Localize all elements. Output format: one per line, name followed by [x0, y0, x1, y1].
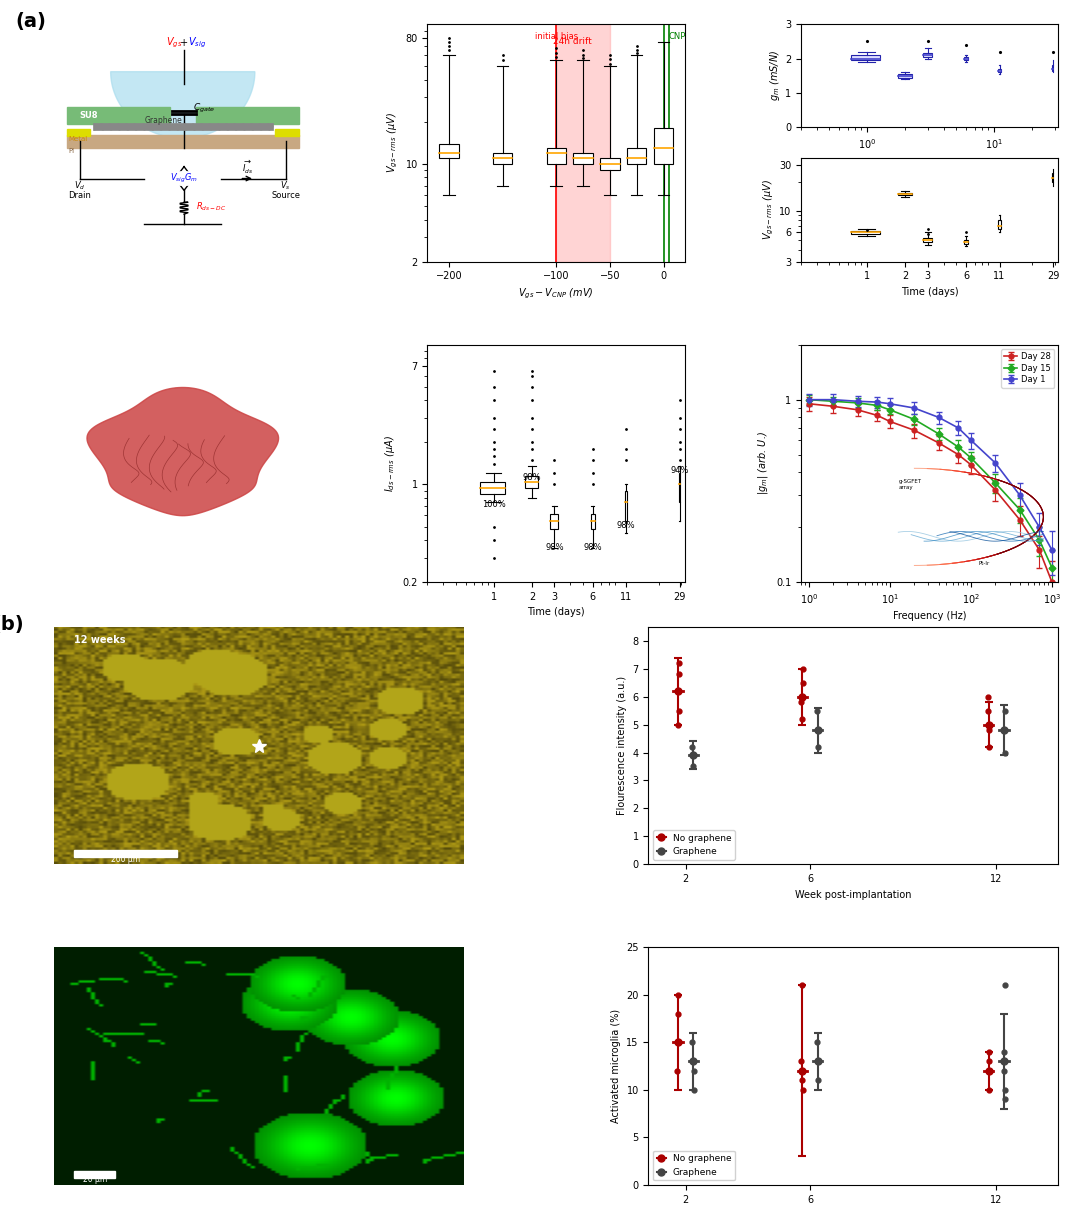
Text: CNP: CNP	[669, 33, 686, 41]
X-axis label: $V_{gs}-V_{CNP}$ (mV): $V_{gs}-V_{CNP}$ (mV)	[518, 287, 594, 301]
Bar	[75, 850, 177, 857]
Bar	[480, 481, 505, 494]
Text: $V_{gs}$: $V_{gs}$	[166, 36, 183, 51]
Text: 24h drift: 24h drift	[553, 37, 592, 46]
Text: initial bias: initial bias	[535, 33, 578, 41]
Bar	[492, 152, 512, 164]
Y-axis label: |$g_m$| (arb. U.): |$g_m$| (arb. U.)	[756, 432, 770, 496]
Text: Source: Source	[271, 191, 300, 199]
Y-axis label: $V_{gs-rms}$ (μV): $V_{gs-rms}$ (μV)	[386, 112, 400, 173]
Text: (b): (b)	[0, 615, 24, 634]
Bar	[67, 135, 299, 147]
Bar	[546, 147, 566, 164]
Bar	[591, 514, 595, 530]
Text: (a): (a)	[15, 12, 46, 31]
X-axis label: Time (days): Time (days)	[527, 607, 585, 618]
Bar	[275, 129, 299, 135]
Text: Pt-Ir: Pt-Ir	[106, 563, 122, 572]
Bar	[653, 128, 673, 164]
Bar	[526, 476, 538, 487]
Legend: No graphene, Graphene: No graphene, Graphene	[653, 831, 735, 860]
Text: $R_{ds-DC}$: $R_{ds-DC}$	[195, 201, 226, 213]
X-axis label: Frequency (Hz): Frequency (Hz)	[893, 612, 967, 621]
Bar	[600, 158, 620, 170]
Polygon shape	[87, 387, 279, 516]
Text: 98%: 98%	[617, 521, 635, 530]
Text: Drain: Drain	[68, 191, 91, 199]
Legend: No graphene, Graphene: No graphene, Graphene	[653, 1151, 735, 1180]
Bar	[75, 1170, 116, 1178]
Bar	[93, 522, 157, 559]
Bar	[440, 144, 459, 158]
Y-axis label: $I_{ds-rms}$ (μA): $I_{ds-rms}$ (μA)	[382, 435, 396, 492]
Y-axis label: $g_m$ (mS/N): $g_m$ (mS/N)	[768, 51, 782, 102]
Bar	[625, 491, 627, 521]
Bar	[573, 152, 593, 164]
Text: Pt-Ir: Pt-Ir	[247, 361, 264, 370]
Text: $V_{sig}G_m$: $V_{sig}G_m$	[170, 172, 198, 185]
Text: 100%: 100%	[482, 499, 505, 509]
Text: SU8: SU8	[80, 111, 98, 120]
Text: $V_s$: $V_s$	[281, 179, 292, 191]
Bar	[67, 108, 170, 123]
Text: Graphene: Graphene	[144, 116, 181, 126]
Bar	[923, 53, 932, 57]
Bar	[93, 567, 132, 571]
Text: Ag/AgCl: Ag/AgCl	[126, 516, 157, 525]
Bar	[556, 24, 610, 261]
Text: $\overrightarrow{I_{ds}}$: $\overrightarrow{I_{ds}}$	[242, 160, 253, 177]
Bar	[899, 192, 912, 196]
Bar	[93, 123, 273, 129]
X-axis label: Week post-implantation: Week post-implantation	[795, 890, 912, 899]
Bar	[550, 514, 558, 530]
Y-axis label: $V_{gs-rms}$ (μV): $V_{gs-rms}$ (μV)	[761, 180, 777, 241]
Text: 12 weeks: 12 weeks	[75, 636, 126, 646]
Bar	[923, 238, 932, 242]
Text: 98%: 98%	[523, 474, 541, 482]
Bar	[963, 241, 969, 244]
Bar	[851, 56, 879, 60]
Text: 98%: 98%	[545, 543, 564, 553]
Text: $V_d$: $V_d$	[75, 179, 85, 191]
Y-axis label: Flourescence intensity (a.u.): Flourescence intensity (a.u.)	[617, 676, 626, 815]
Text: PI: PI	[68, 149, 75, 155]
Bar	[195, 108, 299, 123]
Bar	[67, 129, 90, 135]
Text: $C_{gate}$: $C_{gate}$	[193, 102, 215, 115]
Text: 98%: 98%	[583, 543, 602, 553]
Text: 20 μm: 20 μm	[83, 1175, 107, 1185]
Bar	[899, 74, 912, 77]
Bar	[627, 147, 646, 164]
Text: Metal: Metal	[68, 137, 87, 143]
Text: +: +	[177, 39, 191, 48]
Text: 2mm: 2mm	[103, 568, 122, 577]
Y-axis label: Activated microglia (%): Activated microglia (%)	[610, 1010, 621, 1123]
Bar	[998, 69, 1001, 73]
Text: 200 μm: 200 μm	[111, 855, 140, 864]
Polygon shape	[110, 71, 255, 138]
Bar	[851, 231, 879, 233]
Bar	[998, 220, 1001, 230]
Legend: Day 28, Day 15, Day 1: Day 28, Day 15, Day 1	[1001, 349, 1054, 388]
X-axis label: Time (days): Time (days)	[901, 287, 958, 297]
Text: $V_{sig}$: $V_{sig}$	[188, 36, 206, 51]
Text: 94%: 94%	[671, 467, 689, 475]
Bar	[963, 57, 969, 60]
